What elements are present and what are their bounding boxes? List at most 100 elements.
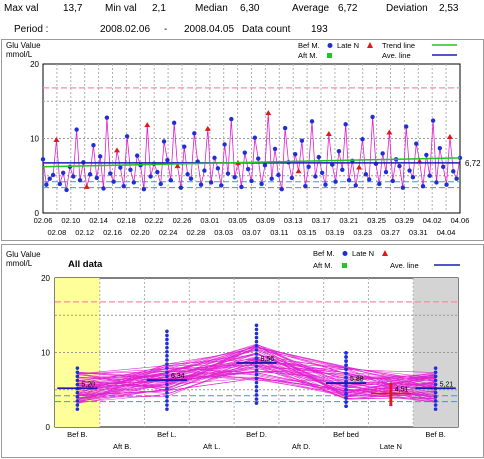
bef-meal-point bbox=[430, 118, 436, 123]
x-tick-label: 02.10 bbox=[61, 216, 80, 225]
bef-meal-point bbox=[60, 170, 66, 175]
y-tick-label: 20 bbox=[41, 274, 50, 283]
bef-meal-point bbox=[433, 395, 438, 399]
legend-late-night: Late N bbox=[352, 249, 374, 258]
bef-meal-point bbox=[87, 172, 93, 177]
bef-meal-point bbox=[397, 163, 402, 169]
max-label: Max val bbox=[4, 3, 39, 14]
bef-meal-point bbox=[259, 181, 264, 187]
bef-meal-point bbox=[75, 366, 80, 370]
bef-meal-point bbox=[427, 173, 432, 178]
bef-meal-point bbox=[108, 171, 113, 176]
bef-meal-point bbox=[168, 178, 173, 183]
bef-meal-point bbox=[363, 172, 369, 177]
period-label: Period : bbox=[14, 24, 49, 35]
x-tick-label: 02.18 bbox=[117, 216, 136, 225]
bef-meal-point bbox=[433, 403, 438, 407]
bef-meal-point bbox=[440, 164, 446, 170]
bef-meal-point bbox=[262, 163, 268, 168]
bef-meal-point bbox=[451, 169, 456, 174]
statistics-summary: Max val 13,7 Min val 2,1 Median 6,30 Ave… bbox=[0, 0, 484, 40]
bef-meal-point bbox=[165, 349, 169, 354]
bef-meal-point bbox=[215, 166, 221, 171]
bef-meal-point bbox=[239, 184, 244, 190]
bef-meal-point bbox=[306, 164, 311, 170]
bef-meal-point bbox=[293, 151, 298, 157]
bef-meal-point bbox=[74, 127, 79, 132]
legend-bef-meal-marker bbox=[342, 251, 348, 256]
bef-meal-point bbox=[254, 397, 259, 401]
bef-meal-point bbox=[272, 146, 278, 152]
bef-meal-point bbox=[232, 175, 237, 180]
x-tick-label: 03.23 bbox=[353, 228, 372, 237]
bef-meal-point bbox=[433, 407, 438, 411]
bef-meal-point bbox=[344, 396, 348, 400]
chart-title: All data bbox=[68, 259, 103, 270]
x-tick-label: 03.07 bbox=[242, 228, 261, 237]
x-category-label: Late N bbox=[380, 442, 402, 451]
x-tick-label: 03.13 bbox=[284, 216, 303, 225]
category-average-label: 5,20 bbox=[81, 381, 95, 388]
bef-meal-point bbox=[344, 363, 348, 367]
legend-aft-meal: Aft M. bbox=[313, 261, 333, 270]
bef-meal-point bbox=[254, 384, 259, 389]
average-value-label: 6,72 bbox=[465, 159, 481, 168]
trend-line bbox=[42, 157, 461, 168]
bef-meal-point bbox=[128, 167, 133, 172]
bef-meal-point bbox=[165, 403, 169, 407]
bef-meal-point bbox=[254, 323, 259, 328]
bef-meal-point bbox=[148, 174, 153, 179]
late-night-point bbox=[204, 125, 211, 131]
bef-meal-point bbox=[254, 376, 259, 381]
bef-meal-point bbox=[165, 374, 169, 379]
x-tick-label: 03.11 bbox=[270, 228, 288, 237]
x-tick-label: 03.01 bbox=[200, 216, 219, 225]
late-night-point bbox=[83, 183, 90, 189]
legend-aft-meal: Aft M. bbox=[298, 51, 318, 60]
bef-meal-point bbox=[245, 166, 251, 172]
bef-meal-point bbox=[434, 180, 439, 185]
bef-meal-point bbox=[254, 401, 259, 405]
bef-meal-point bbox=[165, 345, 169, 350]
bef-meal-point bbox=[212, 155, 217, 161]
bef-meal-point bbox=[165, 370, 169, 375]
period-start: 2008.02.06 bbox=[100, 24, 151, 35]
x-category-label: Bef B. bbox=[425, 430, 445, 439]
x-tick-label: 03.17 bbox=[312, 216, 331, 225]
x-tick-label: 02.14 bbox=[89, 216, 108, 225]
bef-meal-point bbox=[433, 378, 438, 383]
bef-meal-point bbox=[165, 407, 169, 411]
bef-meal-point bbox=[249, 178, 254, 184]
x-tick-label: 02.12 bbox=[75, 228, 94, 237]
bef-meal-point bbox=[344, 383, 348, 388]
bef-meal-point bbox=[91, 143, 96, 148]
deviation-value: 2,53 bbox=[439, 3, 459, 14]
bef-meal-point bbox=[254, 368, 259, 373]
x-tick-label: 03.19 bbox=[326, 228, 345, 237]
bef-meal-point bbox=[75, 382, 80, 387]
x-tick-label: 03.09 bbox=[256, 216, 275, 225]
min-value: 2,1 bbox=[152, 3, 166, 14]
category-average-label: 4,51 bbox=[395, 386, 409, 393]
bef-meal-point bbox=[171, 120, 177, 126]
x-tick-label: 03.21 bbox=[339, 216, 358, 225]
average-value: 6,72 bbox=[338, 3, 358, 14]
bef-meal-point bbox=[101, 186, 106, 191]
bef-meal-point bbox=[229, 116, 234, 122]
x-tick-label: 02.08 bbox=[48, 228, 67, 237]
bef-meal-point bbox=[323, 182, 328, 187]
bef-meal-point bbox=[242, 150, 247, 155]
x-tick-label: 02.16 bbox=[103, 228, 122, 237]
bef-meal-point bbox=[121, 183, 126, 189]
bef-meal-point bbox=[64, 187, 69, 193]
bef-meal-point bbox=[165, 337, 169, 342]
y-tick-label: 0 bbox=[35, 209, 40, 218]
legend-bef-meal: Bef M. bbox=[313, 249, 335, 258]
x-tick-label: 02.20 bbox=[131, 228, 150, 237]
x-tick-label: 02.06 bbox=[34, 216, 53, 225]
bef-meal-point bbox=[155, 169, 160, 175]
x-tick-label: 03.27 bbox=[381, 228, 400, 237]
bef-meal-point bbox=[165, 157, 170, 163]
late-night-point bbox=[295, 168, 302, 174]
x-tick-label: 03.05 bbox=[228, 216, 247, 225]
